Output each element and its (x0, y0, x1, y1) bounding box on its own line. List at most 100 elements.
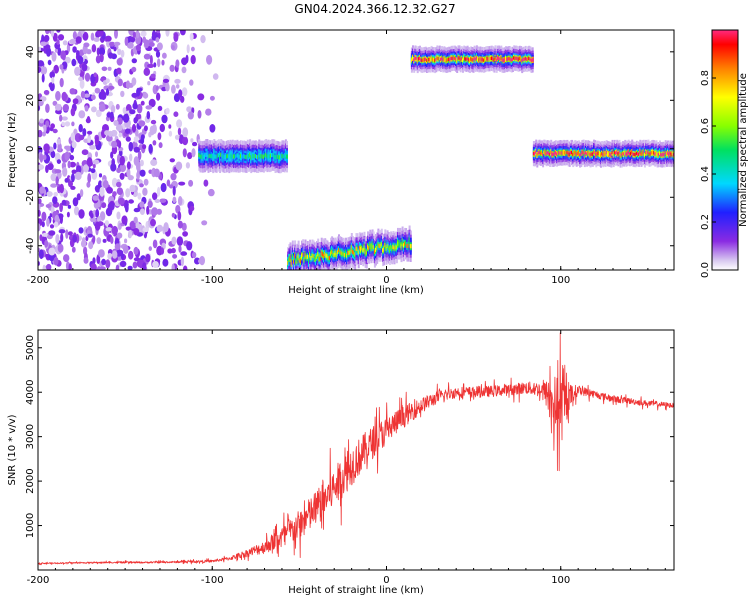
spectrogram-cell (652, 150, 654, 155)
spectrogram-cell (527, 57, 530, 61)
spectrogram-noise-blob (95, 55, 101, 64)
spectrogram-noise-blob (68, 263, 72, 270)
spectrogram-noise-blob (186, 106, 193, 113)
spectrogram-noise-blob (71, 173, 75, 183)
spectrogram-cell (612, 152, 615, 157)
spectrogram-noise-blob (131, 92, 138, 98)
spectrogram-cell (221, 153, 224, 159)
spectrogram-cell (258, 153, 261, 158)
snr-x-tick-label: 0 (383, 575, 389, 586)
spectrogram-noise-blob (162, 52, 167, 59)
spectrogram-noise-blob (69, 161, 76, 168)
spectrogram-noise-blob (116, 211, 121, 220)
spectrogram-noise-blob (189, 32, 194, 41)
spectrogram-noise-blob (67, 204, 72, 209)
spectrogram-noise-blob (133, 146, 140, 153)
spectrogram-cell (363, 245, 366, 250)
spectrogram-y-tick-label: 20 (25, 94, 36, 107)
spectrogram-noise-blob (78, 227, 84, 234)
spectrogram-noise-blob (152, 140, 157, 146)
spectrogram-cell (455, 57, 457, 61)
spectrogram-cell (234, 154, 237, 159)
spectrogram-noise-blob (136, 87, 141, 97)
spectrogram-cell (256, 154, 258, 160)
spectrogram-noise-blob (190, 54, 196, 65)
spectrogram-cell (312, 254, 315, 259)
spectrogram-noise-blob (133, 156, 139, 166)
spectrogram-cell (496, 56, 499, 60)
spectrogram-noise-blob (148, 246, 152, 252)
spectrogram-noise-blob (165, 83, 170, 92)
spectrogram-cell (250, 155, 253, 160)
spectrogram-cell (498, 56, 500, 60)
spectrogram-noise-blob (43, 34, 50, 42)
spectrogram-cell (408, 239, 411, 244)
spectrogram-cell (569, 150, 572, 155)
spectrogram-cell (523, 57, 526, 62)
spectrogram-noise-blob (173, 32, 179, 42)
spectrogram-cell (610, 153, 613, 157)
spectrogram-cell (320, 251, 323, 256)
spectrogram-noise-blob (94, 136, 99, 146)
spectrogram-cell (639, 150, 642, 155)
spectrogram-noise-blob (152, 192, 158, 201)
spectrogram-noise-blob (54, 48, 59, 53)
spectrogram-noise-blob (153, 168, 160, 178)
spectrogram-cell (308, 258, 310, 263)
snr-x-tick-label: -100 (201, 575, 224, 586)
snr-y-tick-label: 1000 (25, 513, 36, 538)
colorbar-tick-label: 0.0 (700, 262, 711, 278)
spectrogram-noise-blob (111, 140, 118, 148)
spectrogram-cell (582, 150, 585, 154)
spectrogram-cell (491, 56, 493, 60)
spectrogram-noise-blob (143, 125, 148, 132)
spectrogram-cell (368, 245, 371, 251)
spectrogram-noise-blob (91, 106, 97, 113)
spectrogram-cell (536, 153, 539, 157)
spectrogram-cell (609, 152, 612, 156)
spectrogram-y-tick-label: -20 (25, 189, 36, 205)
spectrogram-cell (216, 153, 219, 158)
spectrogram-cell (421, 58, 424, 62)
spectrogram-cell (401, 240, 404, 245)
spectrogram-cell (371, 243, 374, 248)
spectrogram-cell (410, 58, 413, 62)
snr-x-tick-label: -200 (27, 575, 50, 586)
spectrogram-cell (213, 152, 216, 157)
spectrogram-cell (412, 56, 414, 60)
spectrogram-noise-blob (60, 50, 66, 60)
spectrogram-cell (581, 150, 584, 155)
spectrogram-cell (420, 58, 423, 62)
spectrogram-noise-blob (55, 234, 60, 244)
spectrogram-cell (362, 248, 365, 253)
spectrogram-noise-blob (39, 118, 44, 124)
spectrogram-cell (463, 56, 466, 60)
spectrogram-noise-blob (142, 187, 148, 196)
spectrogram-cell (484, 57, 487, 62)
spectrogram-noise-blob (45, 103, 50, 114)
spectrogram-noise-blob (133, 246, 139, 255)
spectrogram-noise-blob (205, 108, 212, 116)
spectrogram-noise-blob (67, 231, 73, 236)
spectrogram-cell (603, 151, 606, 156)
spectrogram-cell (378, 243, 381, 248)
spectrogram-noise-blob (40, 66, 48, 75)
spectrogram-cell (332, 251, 335, 256)
spectrogram-noise-blob (100, 89, 105, 94)
spectrogram-noise-blob (175, 84, 180, 89)
spectrogram-noise-blob (150, 159, 158, 167)
spectrogram-cell (660, 153, 663, 157)
spectrogram-noise-blob (160, 247, 165, 255)
spectrogram-noise-blob (79, 79, 85, 89)
spectrogram-cell (360, 247, 362, 252)
spectrogram-noise-blob (129, 109, 136, 115)
spectrogram-noise-blob (45, 165, 49, 173)
spectrogram-noise-blob (53, 221, 59, 228)
spectrogram-noise-blob (115, 103, 120, 110)
spectrogram-noise-blob (95, 208, 100, 218)
spectrogram-noise-blob (78, 124, 83, 133)
spectrogram-cell (296, 257, 299, 262)
spectrogram-cell (550, 150, 553, 155)
spectrogram-cell (481, 57, 484, 62)
